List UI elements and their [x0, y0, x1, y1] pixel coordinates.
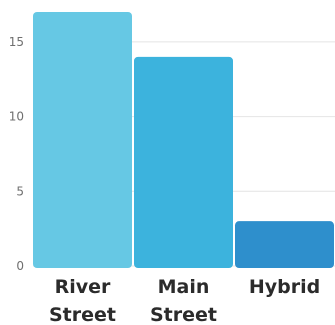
x-axis-labels: River Street Main Street Hybrid — [49, 276, 320, 325]
x-category-label-line: Street — [150, 304, 217, 325]
bar-main-street — [134, 56, 233, 268]
x-category-label: Hybrid — [249, 276, 320, 298]
x-category-label: Main Street — [150, 276, 217, 325]
x-category-label-line: River — [55, 276, 111, 298]
bars — [33, 12, 334, 268]
x-category-label-line: Street — [49, 304, 116, 325]
bar-hybrid — [235, 221, 334, 268]
y-tick-label: 5 — [16, 184, 24, 198]
x-category-label-line: Main — [158, 276, 210, 298]
y-tick-label: 0 — [16, 259, 24, 273]
y-axis-ticks: 0 5 10 15 — [9, 35, 24, 273]
y-tick-label: 15 — [9, 35, 24, 49]
bar-river-street — [33, 12, 132, 268]
y-tick-label: 10 — [9, 110, 24, 124]
x-category-label: River Street — [49, 276, 116, 325]
x-category-label-line: Hybrid — [249, 276, 320, 298]
